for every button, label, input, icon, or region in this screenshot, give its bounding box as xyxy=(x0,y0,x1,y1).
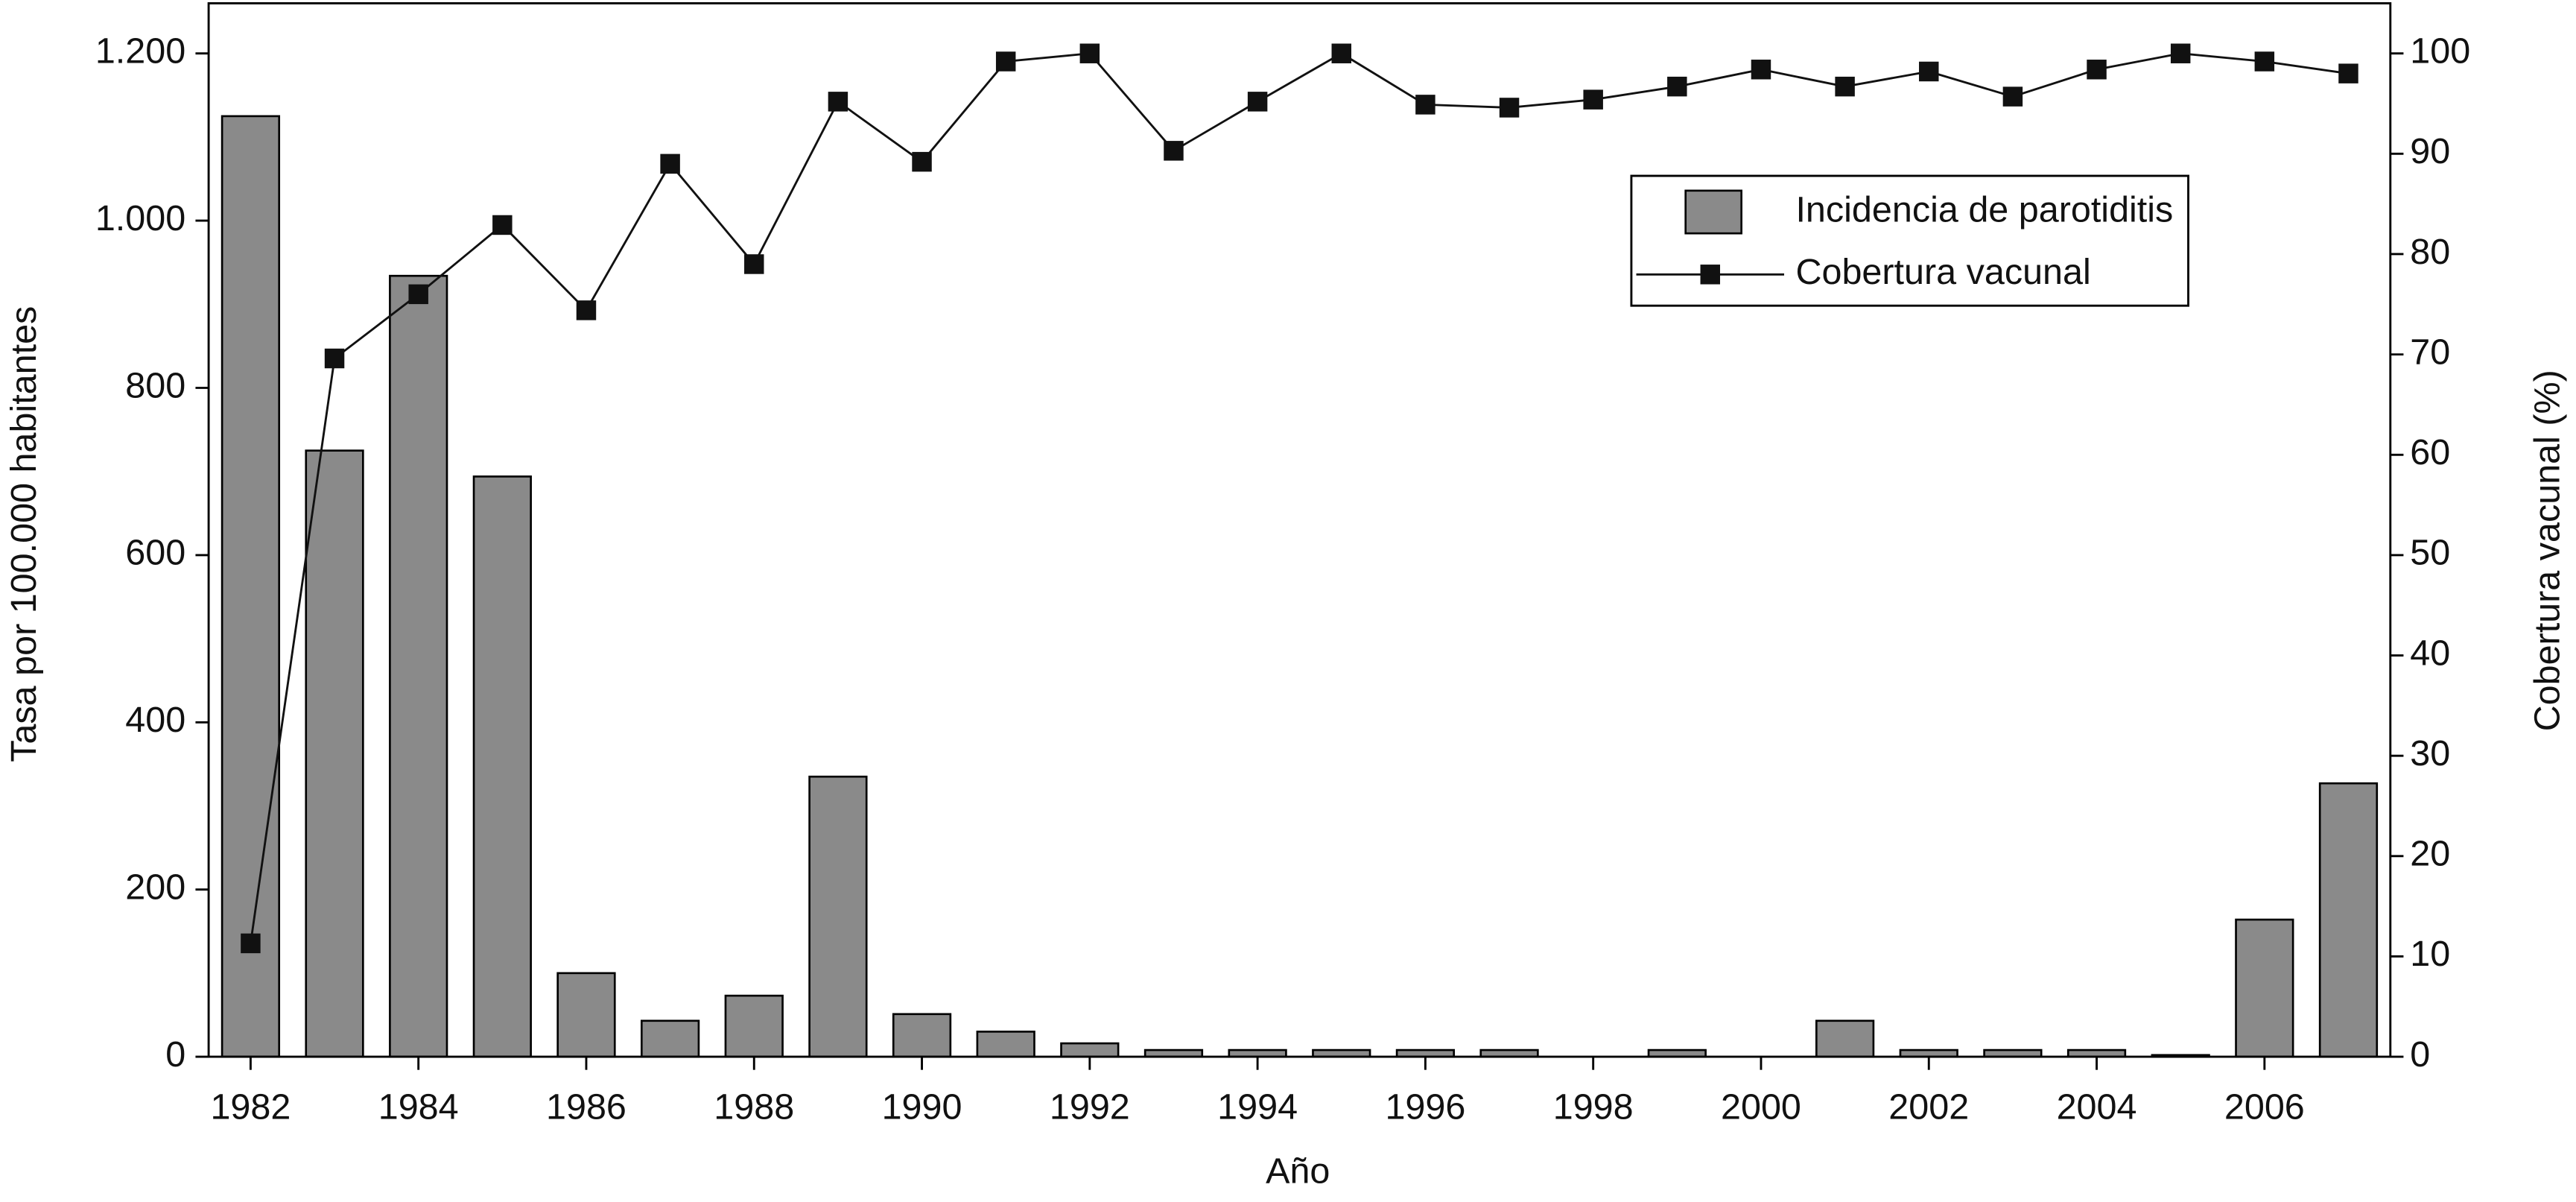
y2-tick-label: 70 xyxy=(2410,332,2450,372)
marker xyxy=(1499,98,1520,118)
y2-tick-label: 80 xyxy=(2410,232,2450,272)
legend-label: Incidencia de parotiditis xyxy=(1795,189,2173,230)
y2-tick-label: 10 xyxy=(2410,934,2450,974)
y-tick-label: 0 xyxy=(165,1034,185,1075)
marker xyxy=(912,151,932,172)
legend-swatch xyxy=(1684,189,1743,235)
bar xyxy=(892,1013,952,1058)
y2-tick-label: 20 xyxy=(2410,834,2450,874)
x-tick-label: 1994 xyxy=(1217,1086,1298,1127)
marker xyxy=(1919,61,1939,82)
bar xyxy=(305,449,364,1058)
bar xyxy=(2235,918,2294,1058)
marker xyxy=(2338,63,2358,83)
y2-tick-label: 100 xyxy=(2410,31,2470,72)
plot-frame xyxy=(207,1,2392,1058)
x-tick-label: 1990 xyxy=(882,1086,962,1127)
y2-tick-label: 50 xyxy=(2410,533,2450,573)
y2-tick-label: 40 xyxy=(2410,633,2450,673)
bar xyxy=(556,972,616,1058)
marker xyxy=(1667,76,1687,97)
x-tick-label: 2004 xyxy=(2057,1086,2137,1127)
x-tick-label: 1984 xyxy=(378,1086,459,1127)
x-tick-label: 1982 xyxy=(210,1086,291,1127)
bar xyxy=(472,475,532,1058)
marker xyxy=(2002,86,2023,107)
marker xyxy=(576,300,597,320)
marker xyxy=(241,933,261,954)
marker xyxy=(324,348,345,369)
y-tick-label: 1.000 xyxy=(95,198,185,238)
y-tick-label: 800 xyxy=(125,365,185,405)
bar xyxy=(389,274,448,1058)
y2-tick-label: 60 xyxy=(2410,432,2450,472)
x-tick-label: 2002 xyxy=(1888,1086,1969,1127)
y2-tick-label: 30 xyxy=(2410,733,2450,774)
x-tick-label: 1998 xyxy=(1553,1086,1634,1127)
x-tick-label: 1992 xyxy=(1050,1086,1130,1127)
marker xyxy=(2087,60,2107,80)
marker xyxy=(660,154,680,174)
bar xyxy=(724,994,784,1058)
marker xyxy=(1415,95,1435,115)
marker xyxy=(1835,76,1855,97)
legend-label: Cobertura vacunal xyxy=(1795,252,2090,292)
bar xyxy=(640,1019,700,1058)
marker xyxy=(1331,43,1351,63)
line xyxy=(249,52,2349,944)
y2-tick-label: 90 xyxy=(2410,131,2450,171)
marker xyxy=(1247,92,1268,112)
marker xyxy=(1079,43,1100,63)
y2-axis-label: Cobertura vacunal (%) xyxy=(2528,370,2568,731)
y-tick-label: 600 xyxy=(125,533,185,573)
marker xyxy=(1583,89,1603,110)
marker xyxy=(408,284,428,305)
marker xyxy=(828,92,848,112)
y-tick-label: 1.200 xyxy=(95,31,185,72)
marker xyxy=(744,254,764,274)
x-tick-label: 1996 xyxy=(1385,1086,1465,1127)
y-tick-label: 400 xyxy=(125,700,185,740)
x-tick-label: 2000 xyxy=(1721,1086,1801,1127)
x-tick-label: 2006 xyxy=(2224,1086,2305,1127)
x-tick-label: 1988 xyxy=(714,1086,794,1127)
x-axis-label: Año xyxy=(1266,1151,1330,1191)
marker xyxy=(2254,51,2275,72)
marker xyxy=(995,51,1016,72)
bar xyxy=(1060,1042,1120,1058)
bar xyxy=(2318,782,2379,1058)
legend-marker xyxy=(1700,265,1721,285)
y2-tick-label: 0 xyxy=(2410,1034,2430,1075)
x-tick-label: 1986 xyxy=(546,1086,626,1127)
marker xyxy=(1164,141,1184,161)
bar xyxy=(808,775,868,1058)
marker xyxy=(492,215,513,235)
marker xyxy=(1751,60,1771,80)
marker xyxy=(2170,43,2191,63)
bar xyxy=(1815,1019,1875,1058)
y-tick-label: 200 xyxy=(125,867,185,907)
y-axis-label: Tasa por 100.000 habitantes xyxy=(4,306,44,762)
bar xyxy=(221,115,281,1058)
bar xyxy=(976,1031,1035,1058)
